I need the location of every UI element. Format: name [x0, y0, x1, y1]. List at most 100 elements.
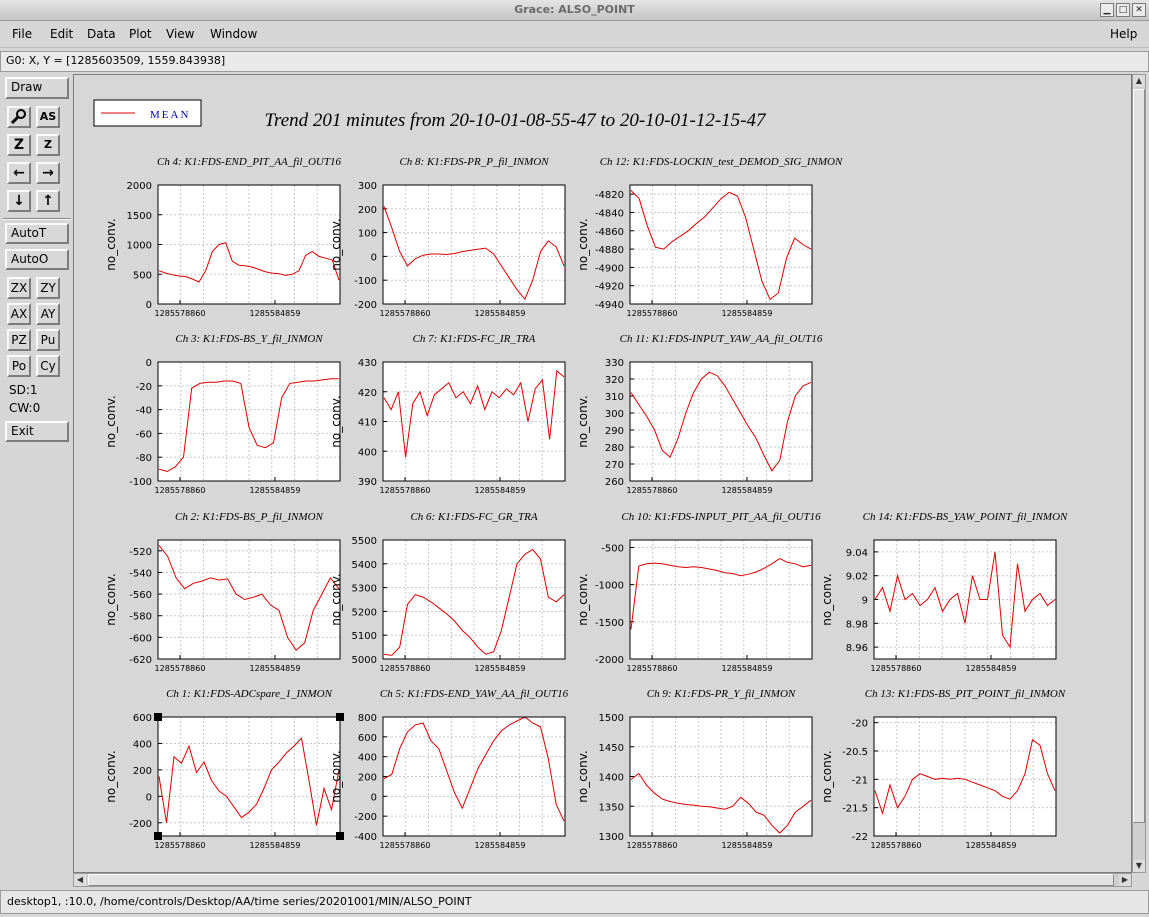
x-tick-label: 1285584859	[475, 664, 526, 673]
chart-panel: Ch 2: K1:FDS-BS_P_fil_INMON -620 -600 -580 -…	[104, 511, 341, 673]
y-tick-label: -20.5	[842, 747, 868, 758]
chart-panel: Ch 4: K1:FDS-END_PIT_AA_fil_OUT16 0 500 100…	[104, 156, 341, 318]
panel-title: Ch 8: K1:FDS-PR_P_fil_INMON	[399, 156, 549, 168]
ax-button[interactable]: AX	[7, 303, 31, 325]
panel-title: Ch 11: K1:FDS-INPUT_YAW_AA_fil_OUT16	[620, 333, 823, 345]
cy-button[interactable]: Cy	[36, 355, 60, 377]
y-tick-label: 0	[146, 358, 152, 369]
zoom-icon[interactable]	[7, 106, 31, 128]
panel-title: Ch 3: K1:FDS-BS_Y_fil_INMON	[175, 333, 323, 345]
y-tick-label: -21	[852, 775, 868, 786]
arrow-right-icon[interactable]: →	[36, 162, 60, 184]
series-line	[158, 242, 340, 283]
chart-title: Trend 201 minutes from 20-10-01-08-55-47…	[265, 110, 767, 131]
minimize-icon[interactable]: ▁	[1100, 3, 1114, 17]
chart-panel: Ch 7: K1:FDS-FC_IR_TRA 390 400 410 420 430 128…	[329, 333, 566, 495]
x-tick-label: 1285584859	[250, 309, 301, 318]
panel-title: Ch 12: K1:FDS-LOCKIN_test_DEMOD_SIG_INMO…	[600, 156, 843, 168]
arrow-down-icon[interactable]: ↓	[7, 190, 31, 212]
po-button[interactable]: Po	[7, 355, 31, 377]
y-axis-label: no_conv.	[329, 218, 343, 270]
menu-plot[interactable]: Plot	[129, 27, 152, 41]
series-line	[158, 545, 340, 652]
zoom-out-icon[interactable]: Z	[36, 134, 60, 156]
panel-title: Ch 10: K1:FDS-INPUT_PIT_AA_fil_OUT16	[621, 511, 821, 523]
y-tick-label: -200	[354, 300, 377, 311]
y-tick-label: 1500	[127, 211, 152, 222]
zy-button[interactable]: ZY	[36, 277, 60, 299]
y-axis-label: no_conv.	[104, 573, 118, 625]
menu-view[interactable]: View	[166, 27, 195, 41]
pz-button[interactable]: PZ	[7, 329, 31, 351]
arrow-up-icon[interactable]: ↑	[36, 190, 60, 212]
y-tick-label: 200	[133, 766, 152, 777]
y-tick-label: 100	[358, 229, 377, 240]
plot-frame	[382, 184, 566, 305]
y-tick-label: -80	[136, 453, 152, 464]
x-tick-label: 1285584859	[722, 486, 773, 495]
y-tick-label: -100	[129, 477, 152, 488]
y-tick-label: 300	[605, 409, 624, 420]
autoscale-icon[interactable]: AS	[36, 106, 60, 128]
locator-readout: G0: X, Y = [1285603509, 1559.843938]	[0, 51, 1149, 72]
pu-button[interactable]: Pu	[36, 329, 60, 351]
separator	[3, 218, 71, 220]
x-tick-label: 1285578860	[380, 841, 431, 850]
series-line	[383, 369, 565, 458]
plot-area	[874, 540, 1056, 659]
window-title: Grace: ALSO_POINT	[514, 3, 635, 16]
autot-button[interactable]: AutoT	[5, 223, 69, 244]
plot-area	[383, 185, 565, 304]
y-axis-label: no_conv.	[104, 395, 118, 447]
y-tick-label: -21.5	[842, 804, 868, 815]
chart-panel: Ch 6: K1:FDS-FC_GR_TRA 5000 5100 5200 5300 54…	[329, 511, 566, 673]
ay-button[interactable]: AY	[36, 303, 60, 325]
y-tick-label: 5000	[352, 655, 377, 666]
tool-panel: Draw AS Z Z ← → ↓ ↑ AutoT AutoO ZX ZY AX…	[3, 76, 71, 886]
arrow-left-icon[interactable]: ←	[7, 162, 31, 184]
scroll-up-icon[interactable]: ▲	[1133, 75, 1145, 87]
scroll-left-icon[interactable]: ◀	[74, 874, 86, 886]
close-icon[interactable]: ✕	[1132, 3, 1146, 17]
vertical-scrollbar[interactable]: ▲ ▼	[1132, 74, 1146, 873]
draw-button[interactable]: Draw	[5, 77, 69, 99]
y-tick-label: -4920	[595, 282, 624, 293]
y-tick-label: -560	[129, 590, 152, 601]
y-tick-label: 500	[133, 270, 152, 281]
x-tick-label: 1285578860	[627, 486, 678, 495]
x-tick-label: 1285584859	[250, 664, 301, 673]
maximize-icon[interactable]: □	[1116, 3, 1130, 17]
y-tick-label: -2000	[595, 655, 624, 666]
panel-title: Ch 13: K1:FDS-BS_PIT_POINT_fil_INMON	[865, 688, 1066, 700]
plot-canvas[interactable]: MEAN Trend 201 minutes from 20-10-01-08-5…	[73, 74, 1132, 873]
zx-button[interactable]: ZX	[7, 277, 31, 299]
y-tick-label: 310	[605, 392, 624, 403]
series-line	[874, 738, 1056, 816]
x-tick-label: 1285578860	[871, 841, 922, 850]
zoom-in-icon[interactable]: Z	[7, 134, 31, 156]
y-tick-label: 260	[605, 477, 624, 488]
scroll-down-icon[interactable]: ▼	[1133, 860, 1145, 872]
horizontal-scroll-thumb[interactable]	[88, 874, 1114, 886]
y-tick-label: -400	[354, 832, 377, 843]
title-bar: Grace: ALSO_POINT ▁ □ ✕	[0, 0, 1149, 21]
y-tick-label: 600	[133, 713, 152, 724]
chart-panel: Ch 9: K1:FDS-PR_Y_fil_INMON 1300 1350 1400 1…	[576, 688, 813, 850]
menu-file[interactable]: File	[12, 27, 33, 41]
vertical-scroll-thumb[interactable]	[1133, 89, 1145, 823]
x-tick-label: 1285584859	[250, 486, 301, 495]
series-line	[158, 378, 339, 473]
horizontal-scrollbar[interactable]: ◀ ▶	[73, 873, 1132, 887]
menu-help[interactable]: Help	[1110, 27, 1138, 41]
y-tick-label: 400	[358, 447, 377, 458]
menu-window[interactable]: Window	[210, 27, 258, 41]
scroll-right-icon[interactable]: ▶	[1119, 874, 1131, 886]
plot-area	[158, 717, 340, 836]
y-tick-label: 1000	[127, 241, 152, 252]
menu-data[interactable]: Data	[87, 27, 116, 41]
menu-edit[interactable]: Edit	[50, 27, 74, 41]
autoo-button[interactable]: AutoO	[5, 249, 69, 270]
x-tick-label: 1285584859	[722, 309, 773, 318]
panel-title: Ch 5: K1:FDS-END_YAW_AA_fil_OUT16	[380, 688, 569, 700]
exit-button[interactable]: Exit	[5, 421, 69, 442]
